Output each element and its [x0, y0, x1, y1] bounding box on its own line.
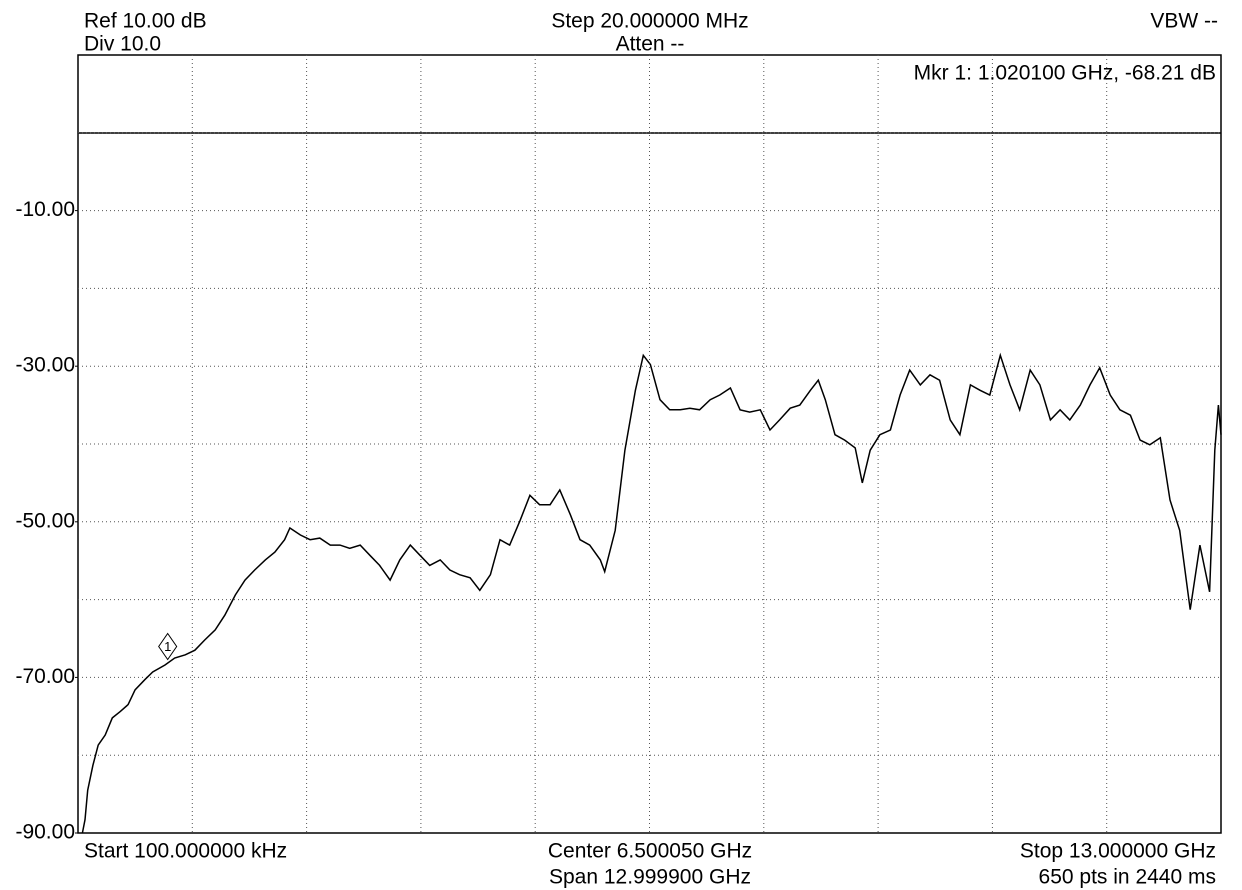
- footer-start: Start 100.000000 kHz: [84, 840, 287, 863]
- y-tick-label: -10.00: [15, 198, 75, 221]
- footer-center: Center 6.500050 GHz: [548, 840, 752, 863]
- header-atten: Atten --: [616, 33, 685, 56]
- header-vbw: VBW --: [1150, 10, 1218, 33]
- header-div: Div 10.0: [84, 33, 161, 56]
- footer-span: Span 12.999900 GHz: [549, 866, 751, 889]
- header-ref: Ref 10.00 dB: [84, 10, 207, 33]
- footer-stop: Stop 13.000000 GHz: [1020, 840, 1216, 863]
- marker: [158, 632, 178, 661]
- y-tick-label: -90.00: [15, 821, 75, 844]
- y-tick-label: -50.00: [15, 509, 75, 532]
- footer-points: 650 pts in 2440 ms: [1039, 866, 1216, 889]
- y-tick-label: -30.00: [15, 354, 75, 377]
- trace: [81, 352, 1222, 834]
- marker-readout: Mkr 1: 1.020100 GHz, -68.21 dB: [914, 62, 1216, 85]
- header-step: Step 20.000000 MHz: [551, 10, 748, 33]
- y-tick-label: -70.00: [15, 665, 75, 688]
- marker-label: 1: [164, 639, 171, 654]
